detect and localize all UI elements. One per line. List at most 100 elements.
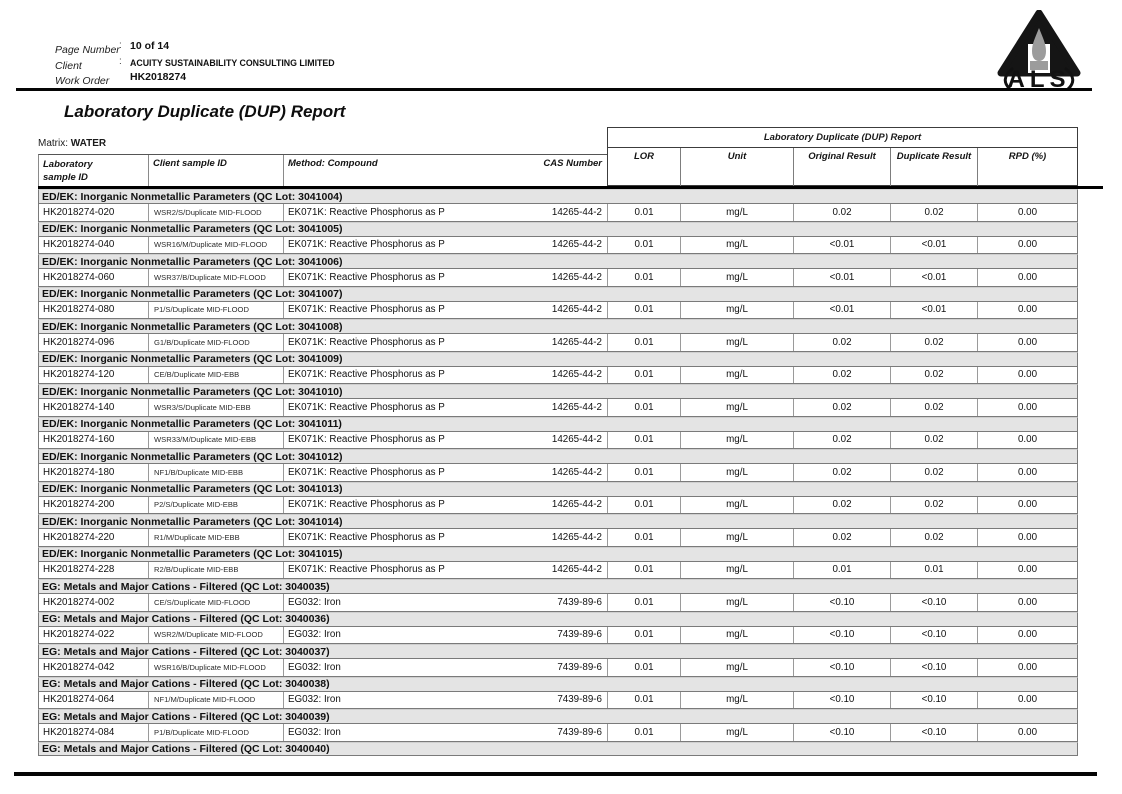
cell-rpd: 0.00 xyxy=(1017,271,1038,283)
qc-lot-group-label: EG: Metals and Major Cations - Filtered … xyxy=(42,645,330,658)
cell-original-result: 0.02 xyxy=(794,431,891,448)
cell-duplicate-result: 0.02 xyxy=(891,496,978,513)
matrix-value: WATER xyxy=(70,138,107,149)
table-row: HK2018274-228 R2/B/Duplicate MID-EBB EK0… xyxy=(38,560,1078,579)
cell-unit: mg/L xyxy=(681,496,794,513)
cell-unit: mg/L xyxy=(681,301,794,318)
cell-client-sample-id: WSR3/S/Duplicate MID-EBB xyxy=(149,399,284,416)
qc-lot-group-row: ED/EK: Inorganic Nonmetallic Parameters … xyxy=(38,254,1078,268)
column-header-lor: LOR xyxy=(608,148,681,186)
cell-rpd: 0.00 xyxy=(1017,239,1038,251)
cell-client-sample-id: WSR16/B/Duplicate MID-FLOOD xyxy=(149,659,284,676)
qc-lot-group-row: EG: Metals and Major Cations - Filtered … xyxy=(38,709,1078,723)
cell-rpd: 0.00 xyxy=(1017,726,1038,738)
cell-unit: mg/L xyxy=(681,561,794,578)
cell-duplicate-result: 0.02 xyxy=(891,366,978,383)
cell-duplicate-result: 0.02 xyxy=(891,334,978,351)
cell-duplicate-result: <0.10 xyxy=(891,724,978,741)
cell-unit: mg/L xyxy=(681,626,794,643)
cell-original-result: <0.01 xyxy=(794,269,891,286)
page-title: Laboratory Duplicate (DUP) Report xyxy=(64,102,346,121)
cell-cas-number: 14265-44-2 xyxy=(514,431,608,448)
cell-cas-number: 14265-44-2 xyxy=(514,334,608,351)
qc-lot-group-row: EG: Metals and Major Cations - Filtered … xyxy=(38,644,1078,658)
cell-rpd: 0.00 xyxy=(1017,401,1038,413)
cell-original-result: <0.10 xyxy=(794,594,891,611)
cell-client-sample-id: WSR2/M/Duplicate MID-FLOOD xyxy=(149,626,284,643)
cell-client-sample-id: CE/B/Duplicate MID-EBB xyxy=(149,366,284,383)
cell-laboratory-sample-id: HK2018274-020 xyxy=(39,204,149,221)
cell-cas-number: 7439-89-6 xyxy=(514,626,608,643)
qc-lot-group-label: ED/EK: Inorganic Nonmetallic Parameters … xyxy=(42,483,343,495)
cell-lor: 0.01 xyxy=(608,301,681,318)
cell-client-sample-id: WSR37/B/Duplicate MID-FLOOD xyxy=(149,269,284,286)
cell-laboratory-sample-id: HK2018274-120 xyxy=(39,366,149,383)
cell-original-result: <0.10 xyxy=(794,659,891,676)
qc-lot-group-row: ED/EK: Inorganic Nonmetallic Parameters … xyxy=(38,481,1078,496)
table-row: HK2018274-022 WSR2/M/Duplicate MID-FLOOD… xyxy=(38,625,1078,644)
cell-method-compound: EG032: Iron xyxy=(288,661,341,673)
qc-lot-group-row: ED/EK: Inorganic Nonmetallic Parameters … xyxy=(38,286,1078,301)
qc-lot-group-label: EG: Metals and Major Cations - Filtered … xyxy=(42,742,330,755)
cell-unit: mg/L xyxy=(681,269,794,286)
cell-lor: 0.01 xyxy=(608,236,681,253)
cell-laboratory-sample-id: HK2018274-160 xyxy=(39,431,149,448)
cell-laboratory-sample-id: HK2018274-096 xyxy=(39,334,149,351)
cell-laboratory-sample-id: HK2018274-220 xyxy=(39,529,149,546)
qc-lot-group-label: EG: Metals and Major Cations - Filtered … xyxy=(42,678,330,690)
cell-laboratory-sample-id: HK2018274-140 xyxy=(39,399,149,416)
cell-cas-number: 7439-89-6 xyxy=(514,594,608,611)
cell-duplicate-result: <0.10 xyxy=(891,594,978,611)
cell-rpd: 0.00 xyxy=(1017,499,1038,511)
cell-unit: mg/L xyxy=(681,529,794,546)
client-label: Client xyxy=(55,60,82,72)
column-header-cas-number: CAS Number xyxy=(543,158,602,169)
qc-lot-group-label: ED/EK: Inorganic Nonmetallic Parameters … xyxy=(42,385,343,398)
qc-lot-group-row: ED/EK: Inorganic Nonmetallic Parameters … xyxy=(38,514,1078,528)
cell-cas-number: 14265-44-2 xyxy=(514,204,608,221)
cell-rpd: 0.00 xyxy=(1017,596,1038,608)
qc-lot-group-row: ED/EK: Inorganic Nonmetallic Parameters … xyxy=(38,416,1078,431)
cell-laboratory-sample-id: HK2018274-180 xyxy=(39,464,149,481)
table-row: HK2018274-160 WSR33/M/Duplicate MID-EBB … xyxy=(38,430,1078,449)
column-header-client-sample-id: Client sample ID xyxy=(149,155,284,186)
cell-cas-number: 14265-44-2 xyxy=(514,529,608,546)
header-divider xyxy=(38,186,1103,189)
cell-original-result: 0.02 xyxy=(794,399,891,416)
cell-laboratory-sample-id: HK2018274-060 xyxy=(39,269,149,286)
cell-rpd: 0.00 xyxy=(1017,304,1038,316)
cell-original-result: 0.02 xyxy=(794,464,891,481)
cell-laboratory-sample-id: HK2018274-022 xyxy=(39,626,149,643)
cell-lor: 0.01 xyxy=(608,626,681,643)
cell-client-sample-id: R2/B/Duplicate MID-EBB xyxy=(149,561,284,578)
cell-unit: mg/L xyxy=(681,659,794,676)
cell-lor: 0.01 xyxy=(608,529,681,546)
cell-unit: mg/L xyxy=(681,691,794,708)
column-header-rpd: RPD (%) xyxy=(1008,151,1047,162)
cell-client-sample-id: P1/B/Duplicate MID-FLOOD xyxy=(149,724,284,741)
cell-method-compound: EK071K: Reactive Phosphorus as P xyxy=(288,531,445,543)
cell-client-sample-id: WSR33/M/Duplicate MID-EBB xyxy=(149,431,284,448)
qc-lot-group-label: ED/EK: Inorganic Nonmetallic Parameters … xyxy=(42,190,343,203)
qc-lot-group-label: ED/EK: Inorganic Nonmetallic Parameters … xyxy=(42,288,343,300)
cell-client-sample-id: WSR2/S/Duplicate MID-FLOOD xyxy=(149,204,284,221)
client-separator: : xyxy=(119,56,122,67)
qc-lot-group-row: ED/EK: Inorganic Nonmetallic Parameters … xyxy=(38,189,1078,203)
cell-cas-number: 14265-44-2 xyxy=(514,366,608,383)
cell-lor: 0.01 xyxy=(608,724,681,741)
client-value: ACUITY SUSTAINABILITY CONSULTING LIMITED xyxy=(130,58,335,68)
cell-rpd: 0.00 xyxy=(1017,466,1038,478)
cell-method-compound: EK071K: Reactive Phosphorus as P xyxy=(288,304,445,316)
table-row: HK2018274-080 P1/S/Duplicate MID-FLOOD E… xyxy=(38,300,1078,319)
qc-lot-group-label: ED/EK: Inorganic Nonmetallic Parameters … xyxy=(42,418,342,430)
cell-cas-number: 14265-44-2 xyxy=(514,561,608,578)
table-row: HK2018274-220 R1/M/Duplicate MID-EBB EK0… xyxy=(38,528,1078,547)
cell-rpd: 0.00 xyxy=(1017,629,1038,641)
qc-lot-group-label: EG: Metals and Major Cations - Filtered … xyxy=(42,710,330,723)
cell-duplicate-result: 0.02 xyxy=(891,464,978,481)
work-order-label: Work Order xyxy=(55,75,110,87)
cell-unit: mg/L xyxy=(681,724,794,741)
table-row: HK2018274-120 CE/B/Duplicate MID-EBB EK0… xyxy=(38,365,1078,384)
cell-lor: 0.01 xyxy=(608,399,681,416)
cell-duplicate-result: <0.01 xyxy=(891,301,978,318)
